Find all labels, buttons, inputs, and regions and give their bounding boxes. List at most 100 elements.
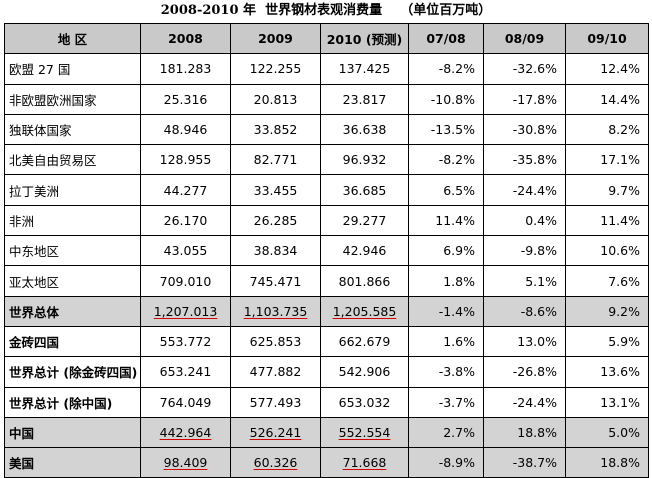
change-07-08-cell: -8.9% bbox=[408, 447, 484, 478]
change-09-10-text: 18.8% bbox=[600, 455, 640, 471]
value-2009-text: 526.241 bbox=[249, 425, 302, 440]
table-row: 世界总计 (除金砖四国) 653.241 477.882 542.906 -3.8% -2… bbox=[4, 356, 649, 388]
change-08-09-cell: -17.8% bbox=[483, 83, 566, 115]
value-2010-cell: 29.277 bbox=[320, 204, 409, 237]
table-row: 世界总计 (除中国) 764.049 577.493 653.032 -3.7% -24.… bbox=[4, 386, 649, 418]
value-2009-text: 625.853 bbox=[249, 334, 302, 350]
value-2010-cell: 96.932 bbox=[320, 144, 409, 176]
change-07-08-cell: 1.6% bbox=[408, 325, 484, 358]
value-2008-cell: 25.316 bbox=[140, 83, 231, 115]
change-07-08-text: -3.7% bbox=[438, 394, 475, 410]
header-region: 地 区 bbox=[4, 22, 141, 55]
value-2009-cell: 33.852 bbox=[230, 113, 321, 146]
change-09-10-text: 13.6% bbox=[600, 364, 640, 380]
table-row: 独联体国家 48.946 33.852 36.638 -13.5% -30.8% 8.2% bbox=[4, 113, 649, 146]
value-2010-cell: 801.866 bbox=[320, 265, 409, 297]
value-2010-text: 662.679 bbox=[338, 334, 391, 350]
change-08-09-cell: -35.8% bbox=[483, 144, 566, 176]
change-07-08-cell: 6.9% bbox=[408, 235, 484, 267]
change-07-08-cell: -3.7% bbox=[408, 386, 484, 418]
change-08-09-cell: -8.6% bbox=[483, 295, 566, 327]
value-2010-cell: 653.032 bbox=[320, 386, 409, 418]
region-text: 非洲 bbox=[9, 213, 35, 229]
change-08-09-cell: -32.6% bbox=[483, 53, 566, 85]
value-2008-cell: 128.955 bbox=[140, 144, 231, 176]
value-2008-text: 764.049 bbox=[159, 394, 212, 410]
table-row: 非欧盟欧洲国家 25.316 20.813 23.817 -10.8% -17.8% 14.… bbox=[4, 83, 649, 115]
region-text: 中国 bbox=[9, 426, 35, 441]
region-cell: 亚太地区 bbox=[4, 265, 141, 297]
change-09-10-cell: 14.4% bbox=[565, 83, 649, 115]
value-2010-cell: 23.817 bbox=[320, 83, 409, 115]
change-08-09-cell: -26.8% bbox=[483, 356, 566, 388]
value-2009-cell: 82.771 bbox=[230, 144, 321, 176]
value-2008-cell: 48.946 bbox=[140, 113, 231, 146]
value-2008-cell: 442.964 bbox=[140, 416, 231, 449]
change-08-09-text: 0.4% bbox=[525, 212, 557, 228]
value-2009-cell: 33.455 bbox=[230, 174, 321, 206]
change-09-10-text: 7.6% bbox=[608, 273, 640, 289]
header-change-09-10: 09/10 bbox=[565, 22, 649, 55]
value-2008-cell: 98.409 bbox=[140, 447, 231, 478]
value-2010-cell: 1,205.585 bbox=[320, 295, 409, 327]
change-07-08-text: 6.9% bbox=[443, 243, 475, 259]
region-text: 世界总计 (除金砖四国) bbox=[9, 365, 138, 381]
value-2010-text: 552.554 bbox=[338, 425, 391, 440]
change-07-08-cell: -8.2% bbox=[408, 144, 484, 176]
value-2010-text: 36.638 bbox=[342, 122, 387, 138]
value-2009-cell: 625.853 bbox=[230, 325, 321, 358]
value-2010-text: 137.425 bbox=[338, 61, 391, 77]
value-2009-cell: 20.813 bbox=[230, 83, 321, 115]
change-09-10-text: 10.6% bbox=[600, 243, 640, 259]
region-text: 拉丁美洲 bbox=[9, 183, 60, 199]
change-08-09-cell: -9.8% bbox=[483, 235, 566, 267]
change-08-09-cell: -30.8% bbox=[483, 113, 566, 146]
value-2008-cell: 653.241 bbox=[140, 356, 231, 388]
change-08-09-text: -32.6% bbox=[512, 61, 557, 77]
region-text: 金砖四国 bbox=[9, 335, 60, 351]
value-2008-cell: 44.277 bbox=[140, 174, 231, 206]
change-07-08-text: -13.5% bbox=[430, 122, 475, 138]
value-2008-text: 44.277 bbox=[163, 182, 208, 198]
header-2008: 2008 bbox=[140, 22, 231, 55]
value-2008-text: 709.010 bbox=[159, 273, 212, 289]
table-row: 金砖四国 553.772 625.853 662.679 1.6% 13.0% 5.9% bbox=[4, 325, 649, 358]
region-text: 美国 bbox=[9, 456, 35, 472]
change-07-08-cell: 11.4% bbox=[408, 204, 484, 237]
value-2009-text: 1,103.735 bbox=[243, 303, 308, 319]
region-cell: 世界总计 (除金砖四国) bbox=[4, 356, 141, 388]
change-07-08-cell: -13.5% bbox=[408, 113, 484, 146]
change-08-09-cell: 18.8% bbox=[483, 416, 566, 449]
change-08-09-cell: 5.1% bbox=[483, 265, 566, 297]
steel-consumption-table: 地 区 2008 2009 2010 (预测) 07/08 08/09 09/1… bbox=[4, 22, 649, 478]
value-2008-cell: 181.283 bbox=[140, 53, 231, 85]
value-2010-cell: 137.425 bbox=[320, 53, 409, 85]
header-2009: 2009 bbox=[230, 22, 321, 55]
change-09-10-text: 12.4% bbox=[600, 61, 640, 77]
value-2009-cell: 1,103.735 bbox=[230, 295, 321, 327]
table-row: 拉丁美洲 44.277 33.455 36.685 6.5% -24.4% 9.7% bbox=[4, 174, 649, 206]
value-2009-cell: 477.882 bbox=[230, 356, 321, 388]
value-2008-text: 25.316 bbox=[163, 91, 208, 107]
region-cell: 北美自由贸易区 bbox=[4, 144, 141, 176]
change-08-09-text: -17.8% bbox=[512, 91, 557, 107]
change-08-09-cell: -38.7% bbox=[483, 447, 566, 478]
region-cell: 拉丁美洲 bbox=[4, 174, 141, 206]
value-2008-text: 128.955 bbox=[159, 152, 212, 168]
value-2009-text: 38.834 bbox=[253, 243, 298, 259]
value-2008-text: 181.283 bbox=[159, 61, 212, 77]
region-cell: 独联体国家 bbox=[4, 113, 141, 146]
change-07-08-text: -10.8% bbox=[430, 91, 475, 107]
value-2009-cell: 577.493 bbox=[230, 386, 321, 418]
value-2009-text: 82.771 bbox=[253, 152, 298, 168]
value-2009-text: 477.882 bbox=[249, 364, 302, 380]
value-2009-text: 20.813 bbox=[253, 91, 298, 107]
change-09-10-text: 14.4% bbox=[600, 91, 640, 107]
region-text: 亚太地区 bbox=[9, 274, 60, 290]
change-08-09-text: -8.6% bbox=[520, 303, 557, 319]
table-row: 非洲 26.170 26.285 29.277 11.4% 0.4% 11.4% bbox=[4, 204, 649, 237]
value-2008-text: 1,207.013 bbox=[153, 303, 218, 319]
change-09-10-cell: 5.9% bbox=[565, 325, 649, 358]
value-2010-text: 23.817 bbox=[342, 91, 387, 107]
